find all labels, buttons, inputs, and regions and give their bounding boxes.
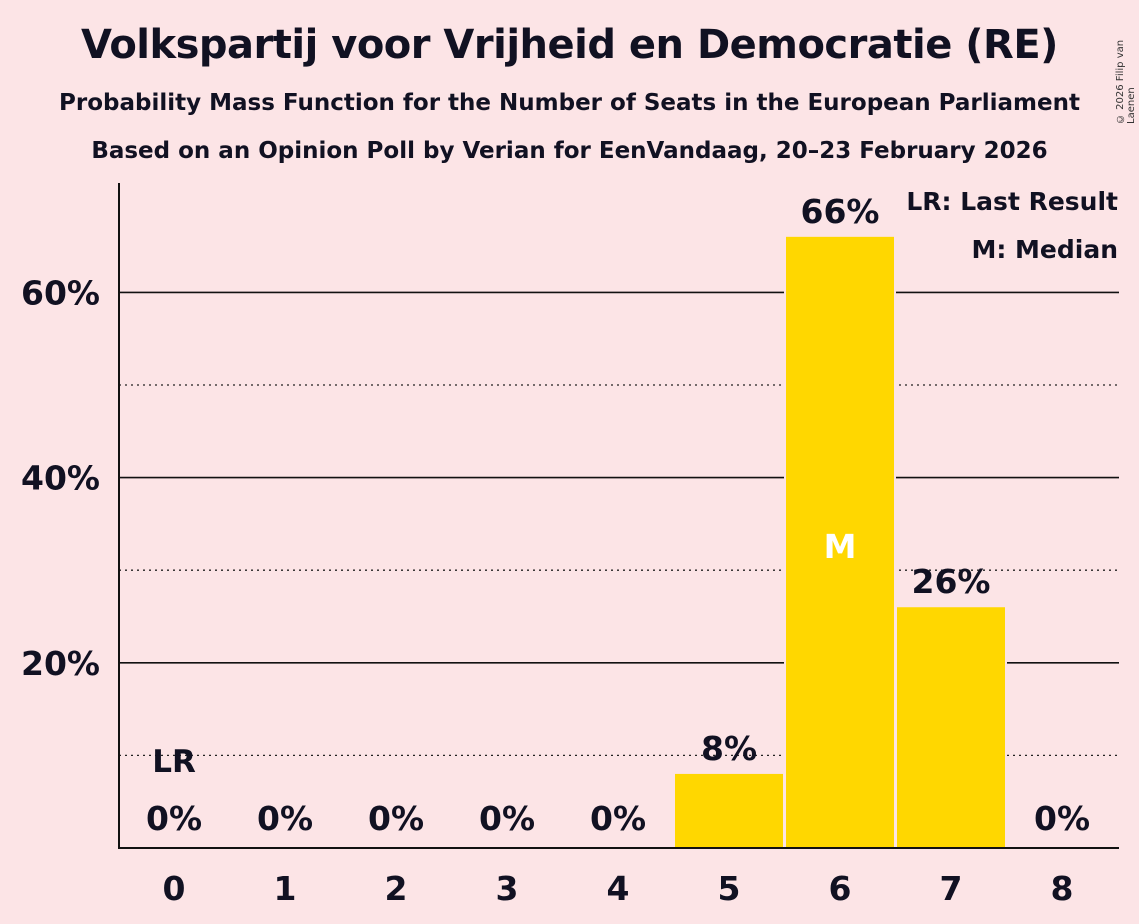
chart-title: Volkspartij voor Vrijheid en Democratie … xyxy=(81,22,1058,68)
value-label: 0% xyxy=(479,799,535,838)
value-label: 0% xyxy=(257,799,313,838)
y-tick-label: 40% xyxy=(21,459,100,498)
chart-source: Based on an Opinion Poll by Verian for E… xyxy=(91,138,1048,164)
last-result-marker: LR xyxy=(152,744,196,780)
value-label: 0% xyxy=(1034,799,1090,838)
value-label: 0% xyxy=(590,799,646,838)
value-label: 0% xyxy=(368,799,424,838)
x-tick-label: 5 xyxy=(718,869,741,908)
x-tick-label: 1 xyxy=(274,869,297,908)
legend-entry: M: Median xyxy=(971,235,1118,264)
value-label: 8% xyxy=(701,729,757,768)
y-tick-label: 60% xyxy=(21,273,100,312)
legend-entry: LR: Last Result xyxy=(906,187,1118,216)
grid-lines xyxy=(119,291,1119,757)
value-label: 66% xyxy=(801,192,880,231)
y-tick-label: 20% xyxy=(21,644,100,683)
chart-subtitle: Probability Mass Function for the Number… xyxy=(59,90,1080,116)
median-marker: M xyxy=(824,527,857,566)
bar xyxy=(897,607,1005,848)
value-label: 0% xyxy=(146,799,202,838)
x-tick-label: 6 xyxy=(829,869,852,908)
bars xyxy=(673,234,1007,849)
bar xyxy=(786,236,894,849)
x-tick-label: 7 xyxy=(940,869,963,908)
bar xyxy=(675,773,783,848)
x-tick-label: 4 xyxy=(607,869,630,908)
axes xyxy=(118,183,1119,849)
value-label: 26% xyxy=(912,562,991,601)
x-tick-label: 0 xyxy=(163,869,186,908)
labels: 20% 40% 60% 0 1 2 3 4 5 6 7 8 0% 0% 0% 0% 0% 8% 66% 26% 0% M L… xyxy=(21,187,1118,908)
x-tick-label: 3 xyxy=(496,869,519,908)
x-tick-label: 2 xyxy=(385,869,408,908)
x-tick-label: 8 xyxy=(1051,869,1074,908)
